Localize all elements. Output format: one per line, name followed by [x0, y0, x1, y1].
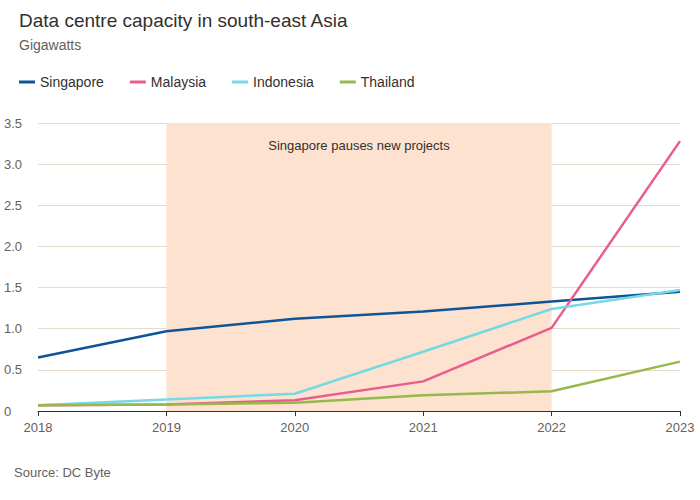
svg-text:3.5: 3.5: [4, 116, 22, 131]
svg-text:1.5: 1.5: [4, 280, 22, 295]
svg-text:2018: 2018: [24, 420, 53, 435]
svg-text:1.0: 1.0: [4, 321, 22, 336]
svg-text:Thailand: Thailand: [361, 74, 415, 90]
svg-text:2020: 2020: [280, 420, 309, 435]
svg-text:2021: 2021: [409, 420, 438, 435]
svg-text:0: 0: [4, 404, 11, 419]
svg-text:3.0: 3.0: [4, 157, 22, 172]
svg-text:Indonesia: Indonesia: [253, 74, 314, 90]
svg-text:Singapore: Singapore: [40, 74, 104, 90]
svg-text:0.5: 0.5: [4, 362, 22, 377]
svg-text:Singapore pauses new projects: Singapore pauses new projects: [268, 138, 450, 153]
svg-text:2023: 2023: [666, 420, 695, 435]
svg-text:Source: DC Byte: Source: DC Byte: [14, 465, 111, 480]
svg-text:2.5: 2.5: [4, 198, 22, 213]
svg-text:2.0: 2.0: [4, 239, 22, 254]
svg-text:Data centre capacity in south-: Data centre capacity in south-east Asia: [19, 10, 348, 31]
svg-text:Gigawatts: Gigawatts: [19, 37, 81, 53]
svg-text:2022: 2022: [537, 420, 566, 435]
svg-text:Malaysia: Malaysia: [151, 74, 206, 90]
svg-text:2019: 2019: [152, 420, 181, 435]
